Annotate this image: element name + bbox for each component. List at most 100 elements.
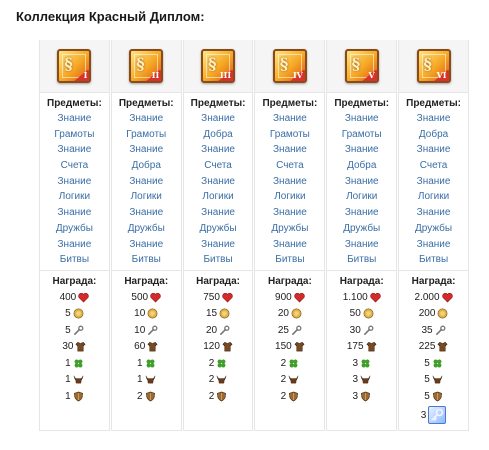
item-link[interactable]: Знание: [57, 207, 92, 219]
item-link[interactable]: Битвы: [347, 254, 377, 266]
item-link[interactable]: Знание: [201, 144, 235, 156]
item-link[interactable]: Битвы: [418, 254, 449, 266]
reward-row: 2: [255, 355, 324, 372]
item-link[interactable]: Добра: [203, 128, 233, 140]
item-link[interactable]: Грамоты: [269, 128, 310, 140]
reward-row: 35: [399, 322, 468, 339]
item-link[interactable]: Логики: [58, 191, 91, 203]
wrench-icon: [219, 325, 230, 336]
shirt-icon: [294, 341, 305, 352]
item-link[interactable]: Знание: [273, 238, 307, 250]
diploma-card-icon[interactable]: § VI: [416, 49, 451, 83]
item-link[interactable]: Знание: [57, 175, 92, 187]
reward-amount: 2: [136, 390, 143, 402]
rewards-list: Награда: 2.000 200 35 225 5 5 5 3: [399, 271, 468, 431]
item-link[interactable]: Битвы: [275, 254, 305, 266]
item-link[interactable]: Битвы: [203, 254, 233, 266]
item-link[interactable]: Знание: [201, 207, 235, 219]
item-link[interactable]: Логики: [274, 191, 306, 203]
item-link[interactable]: Добра: [131, 160, 161, 172]
item-link[interactable]: Знание: [201, 238, 235, 250]
reward-row: 3: [399, 404, 468, 426]
shield-icon: [145, 391, 156, 402]
coin-icon: [147, 308, 158, 319]
item-link[interactable]: Знание: [57, 113, 92, 124]
item-link[interactable]: Грамоты: [54, 128, 95, 140]
item-link[interactable]: Битвы: [131, 254, 161, 266]
item-link[interactable]: Счета: [60, 160, 89, 172]
rewards-header: Награда:: [339, 275, 384, 287]
item-link[interactable]: Знание: [129, 113, 164, 124]
item-link[interactable]: Логики: [130, 191, 162, 203]
reward-amount: 3: [352, 390, 358, 402]
reward-amount: 30: [62, 341, 74, 353]
reward-row: 1: [40, 388, 109, 405]
bull-icon: [145, 374, 156, 385]
reward-amount: 1: [136, 374, 143, 386]
item-link[interactable]: Знание: [416, 144, 451, 156]
diploma-card-icon[interactable]: § III: [201, 49, 236, 83]
diploma-card-icon[interactable]: § IV: [272, 49, 307, 83]
item-link[interactable]: Знание: [344, 207, 379, 219]
item-link[interactable]: Знание: [273, 175, 307, 187]
diploma-card-number: V: [368, 70, 375, 80]
reward-amount: 1: [136, 357, 143, 369]
reward-amount: 5: [65, 308, 71, 320]
shirt-icon: [147, 341, 158, 352]
reward-row: 120: [184, 338, 253, 355]
rewards-header: Награда:: [267, 275, 312, 287]
item-link[interactable]: Логики: [417, 191, 450, 203]
item-link[interactable]: Дружбы: [127, 222, 165, 234]
item-link[interactable]: Знание: [344, 175, 379, 187]
item-link[interactable]: Знание: [201, 175, 235, 187]
shirt-icon: [437, 341, 448, 352]
item-link[interactable]: Знание: [416, 207, 451, 219]
item-link[interactable]: Дружбы: [343, 222, 381, 234]
item-link[interactable]: Знание: [129, 144, 164, 156]
item-link[interactable]: Знание: [57, 238, 92, 250]
item-link[interactable]: Грамоты: [341, 128, 382, 140]
reward-amount: 10: [134, 308, 146, 320]
item-link[interactable]: Добра: [347, 160, 377, 172]
item-link[interactable]: Грамоты: [126, 128, 167, 140]
items-list: Предметы: Знание Грамоты Знание Добра Знание Л…: [327, 93, 397, 271]
diploma-card-icon[interactable]: § II: [129, 49, 164, 83]
item-link[interactable]: Знание: [57, 144, 92, 156]
item-link[interactable]: Знание: [201, 113, 235, 124]
bull-icon: [432, 374, 443, 385]
item-link[interactable]: Знание: [273, 144, 307, 156]
item-link[interactable]: Дружбы: [415, 222, 453, 234]
item-link[interactable]: Знание: [129, 175, 164, 187]
item-link[interactable]: Дружбы: [271, 222, 309, 234]
reward-row: 20: [255, 305, 324, 322]
item-link[interactable]: Знание: [129, 238, 164, 250]
reward-amount: 35: [421, 324, 433, 336]
item-link[interactable]: Знание: [344, 238, 379, 250]
reward-row: 3: [327, 355, 396, 372]
item-link[interactable]: Знание: [273, 113, 307, 124]
reward-amount: 10: [134, 324, 146, 336]
item-link[interactable]: Знание: [416, 113, 451, 124]
item-link[interactable]: Логики: [202, 191, 234, 203]
item-link[interactable]: Дружбы: [55, 222, 93, 234]
item-link[interactable]: Счета: [276, 160, 304, 172]
item-link[interactable]: Счета: [204, 160, 232, 172]
diploma-card-icon[interactable]: § V: [344, 49, 379, 83]
diploma-card-glyph: §: [423, 54, 432, 73]
item-link[interactable]: Знание: [273, 207, 307, 219]
reward-amount: 200: [418, 308, 436, 320]
item-link[interactable]: Битвы: [59, 254, 90, 266]
diploma-card-glyph: §: [351, 54, 361, 73]
diploma-card-icon[interactable]: § I: [57, 49, 92, 83]
item-link[interactable]: Логики: [346, 191, 378, 203]
item-link[interactable]: Добра: [418, 128, 449, 140]
item-link[interactable]: Знание: [344, 113, 379, 124]
item-link[interactable]: Знание: [129, 207, 164, 219]
item-link[interactable]: Знание: [344, 144, 379, 156]
items-header: Предметы:: [262, 98, 318, 109]
item-link[interactable]: Дружбы: [199, 222, 237, 234]
item-link[interactable]: Знание: [416, 175, 451, 187]
reward-amount: 2: [280, 374, 287, 386]
item-link[interactable]: Знание: [416, 238, 451, 250]
item-link[interactable]: Счета: [419, 160, 448, 172]
